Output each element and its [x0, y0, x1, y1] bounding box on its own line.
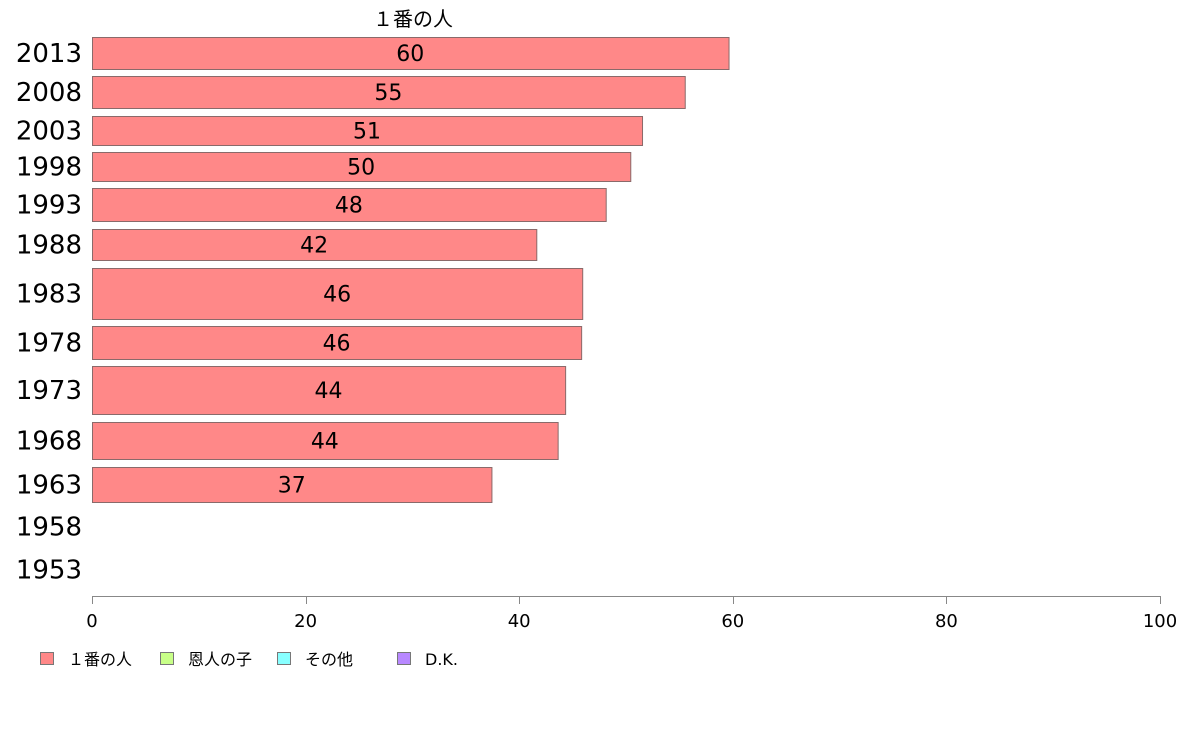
data-label: 55 [374, 81, 402, 106]
category-label: 2013 [16, 39, 82, 69]
data-label: 46 [323, 283, 351, 308]
category-label: 1953 [16, 556, 82, 586]
bar [92, 76, 686, 109]
bar [92, 188, 607, 222]
x-tick-label: 20 [294, 611, 317, 632]
legend-swatch [277, 652, 291, 665]
category-label: 1963 [16, 471, 82, 501]
bar [92, 37, 730, 70]
legend-swatch [160, 652, 174, 665]
x-tick-label: 0 [86, 611, 97, 632]
legend-label: その他 [305, 650, 353, 669]
bar [92, 422, 559, 460]
x-tick-label: 100 [1143, 611, 1177, 632]
category-label: 1998 [16, 153, 82, 183]
legend-label: D.K. [425, 650, 458, 669]
x-axis: 0 20 40 60 80 100 [86, 596, 1177, 632]
data-label: 50 [347, 156, 375, 181]
category-label: 2003 [16, 117, 82, 147]
legend-swatch [40, 652, 54, 665]
bar [92, 366, 567, 415]
bar [92, 467, 493, 503]
data-label: 44 [315, 379, 343, 404]
category-label: 1993 [16, 191, 82, 221]
legend-label: 恩人の子 [188, 650, 252, 669]
data-label: 48 [335, 194, 363, 219]
bar [92, 116, 644, 146]
legend: １番の人 恩人の子 その他 D.K. [40, 650, 458, 669]
category-label: 1968 [16, 427, 82, 457]
category-label: 1973 [16, 376, 82, 406]
data-label: 42 [300, 234, 328, 259]
bar [92, 268, 584, 320]
x-tick-label: 60 [721, 611, 744, 632]
bar [92, 229, 538, 261]
bar [92, 326, 583, 360]
data-label: 51 [353, 120, 381, 145]
category-label: 1983 [16, 280, 82, 310]
bar [92, 152, 632, 182]
category-label: 2008 [16, 78, 82, 108]
category-label: 1978 [16, 329, 82, 359]
data-label: 60 [396, 42, 424, 67]
category-label: 1958 [16, 513, 82, 543]
column-header: １番の人 [373, 7, 453, 31]
bars-layer: 2013 60 2008 55 2003 51 1998 50 1993 48 1988 42 1983… [16, 37, 730, 586]
data-label: 44 [311, 430, 339, 455]
data-label: 37 [278, 474, 306, 499]
data-label: 46 [323, 332, 351, 357]
category-label: 1988 [16, 231, 82, 261]
legend-label: １番の人 [68, 650, 132, 669]
x-tick-label: 40 [508, 611, 531, 632]
legend-swatch [397, 652, 411, 665]
x-tick-label: 80 [935, 611, 958, 632]
